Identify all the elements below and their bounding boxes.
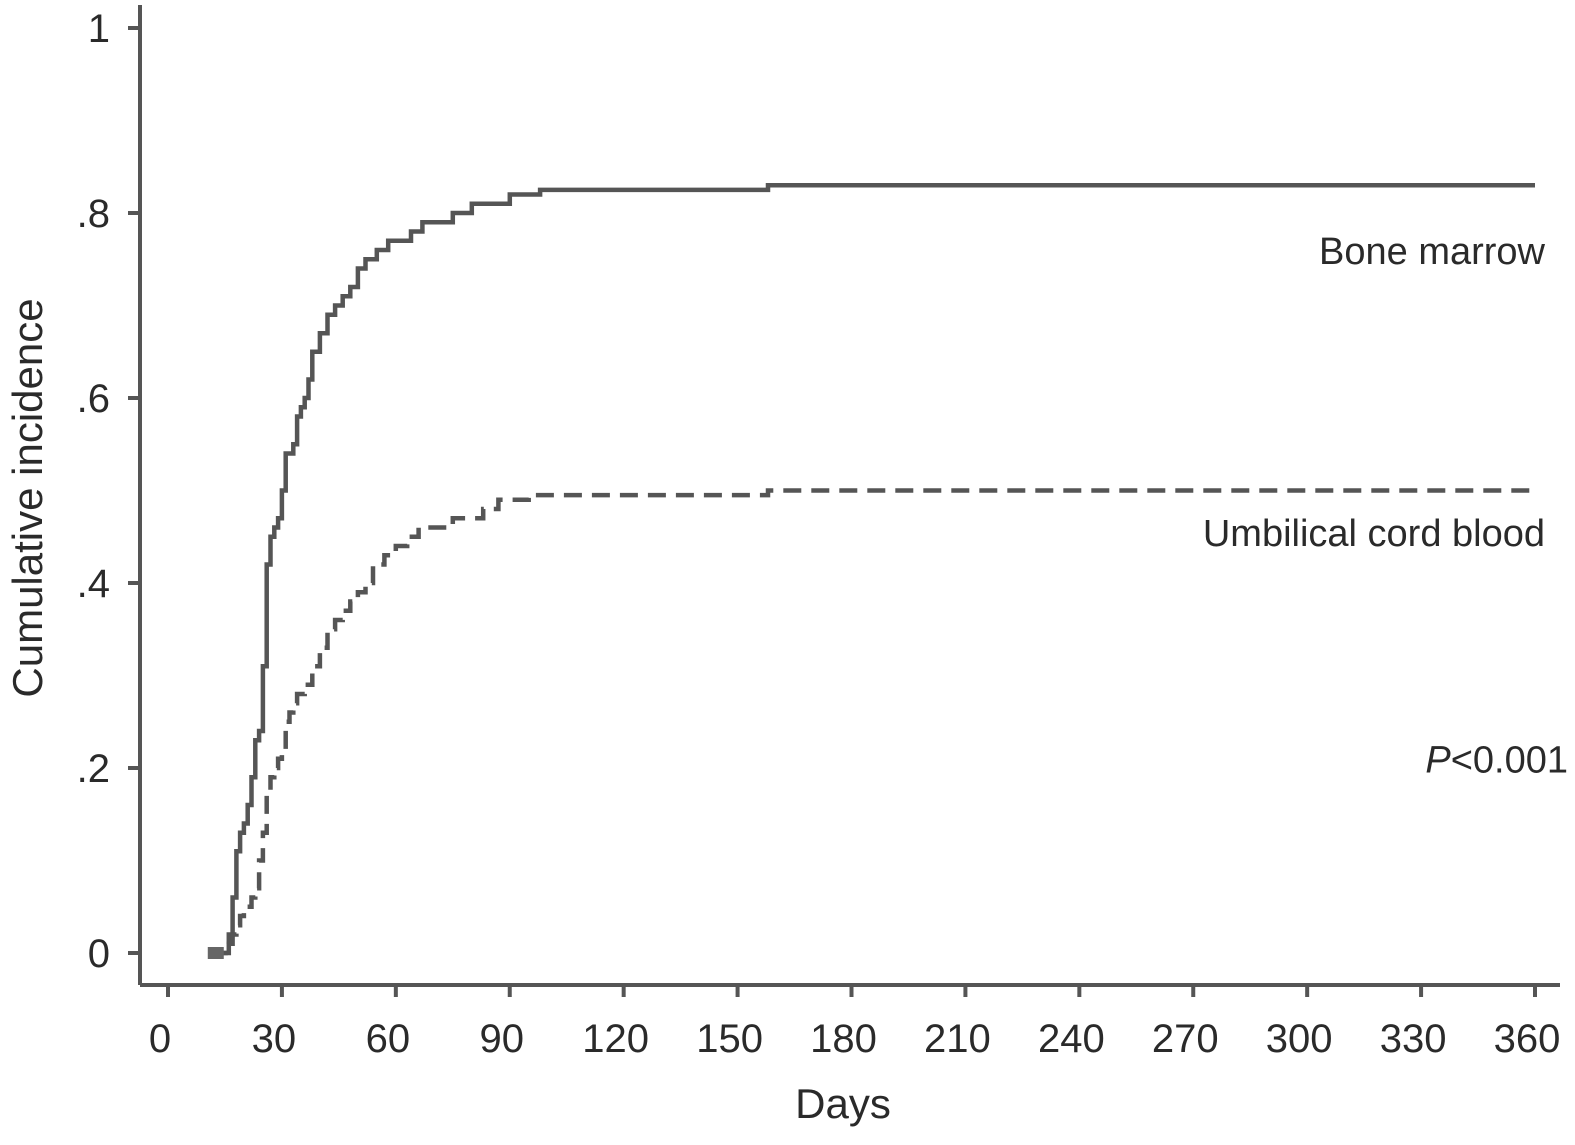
curve-start-marker [207, 947, 224, 959]
series-group [207, 183, 1535, 959]
y-tick-label: .4 [77, 562, 110, 606]
x-tick-label: 60 [366, 1017, 411, 1061]
y-tick-label: 1 [88, 7, 110, 51]
x-tick-label: 120 [582, 1017, 649, 1061]
series-bone-marrow-line [209, 183, 1535, 956]
x-tick-label: 210 [924, 1017, 991, 1061]
x-tick-label: 240 [1038, 1017, 1105, 1061]
y-tick-label: 0 [88, 932, 110, 976]
y-axis-title: Cumulative incidence [4, 298, 51, 697]
x-tick-label: 90 [480, 1017, 525, 1061]
x-axis-title: Days [795, 1080, 891, 1127]
x-tick-label: 180 [810, 1017, 877, 1061]
x-tick-label: 270 [1152, 1017, 1219, 1061]
y-tick-label: .2 [77, 747, 110, 791]
y-tick-label: .6 [77, 377, 110, 421]
x-tick-label: 0 [149, 1017, 171, 1061]
y-tick-label: .8 [77, 192, 110, 236]
x-tick-label: 330 [1380, 1017, 1447, 1061]
label-p-value: P<0.001 [1425, 740, 1568, 782]
x-tick-label: 360 [1494, 1017, 1561, 1061]
x-tick-label: 300 [1266, 1017, 1333, 1061]
label-bone-marrow: Bone marrow [1319, 231, 1546, 273]
x-tick-label: 150 [696, 1017, 763, 1061]
label-umbilical-cord-blood: Umbilical cord blood [1203, 513, 1545, 555]
x-tick-label: 30 [252, 1017, 297, 1061]
annotations: Bone marrow Umbilical cord blood P<0.001 [1203, 231, 1568, 782]
axes: 0 .2 .4 .6 .8 1 0 30 60 90 120 150 180 210 240 270 300 33… [77, 5, 1561, 1061]
series-umbilical-cord-blood-line [209, 488, 1535, 956]
